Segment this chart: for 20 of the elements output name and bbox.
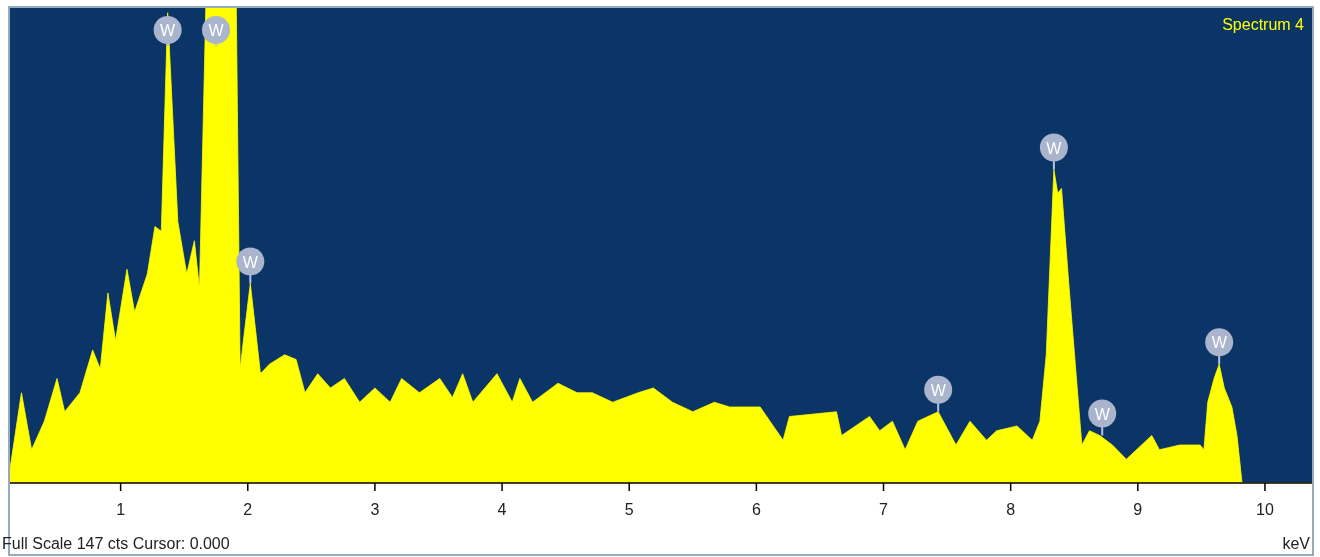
annotation: W — [1046, 139, 1063, 157]
annotation: W — [160, 22, 177, 39]
x-tick-label: 5 — [624, 501, 634, 518]
text: Full Scale 147 cts Cursor: 0.000 — [2, 535, 230, 552]
annotation: W — [1211, 334, 1228, 352]
x-axis-title: keV — [1282, 535, 1311, 552]
annotation: W — [1094, 405, 1111, 423]
x-tick-label: 2 — [243, 501, 253, 518]
x-tick-label: 3 — [370, 501, 380, 518]
text: Spectrum 4 — [1222, 16, 1305, 33]
annotation: W — [242, 253, 259, 271]
x-tick-label: 7 — [879, 501, 889, 518]
annotation: W — [930, 381, 947, 399]
x-tick-label: 6 — [751, 501, 761, 518]
x-tick-label: 4 — [497, 501, 507, 518]
x-tick-label: 9 — [1133, 501, 1143, 518]
x-tick-label: 8 — [1006, 501, 1016, 518]
x-tick-label: 1 — [116, 501, 126, 518]
x-tick-label: 10 — [1256, 501, 1274, 518]
annotation: W — [208, 22, 225, 39]
